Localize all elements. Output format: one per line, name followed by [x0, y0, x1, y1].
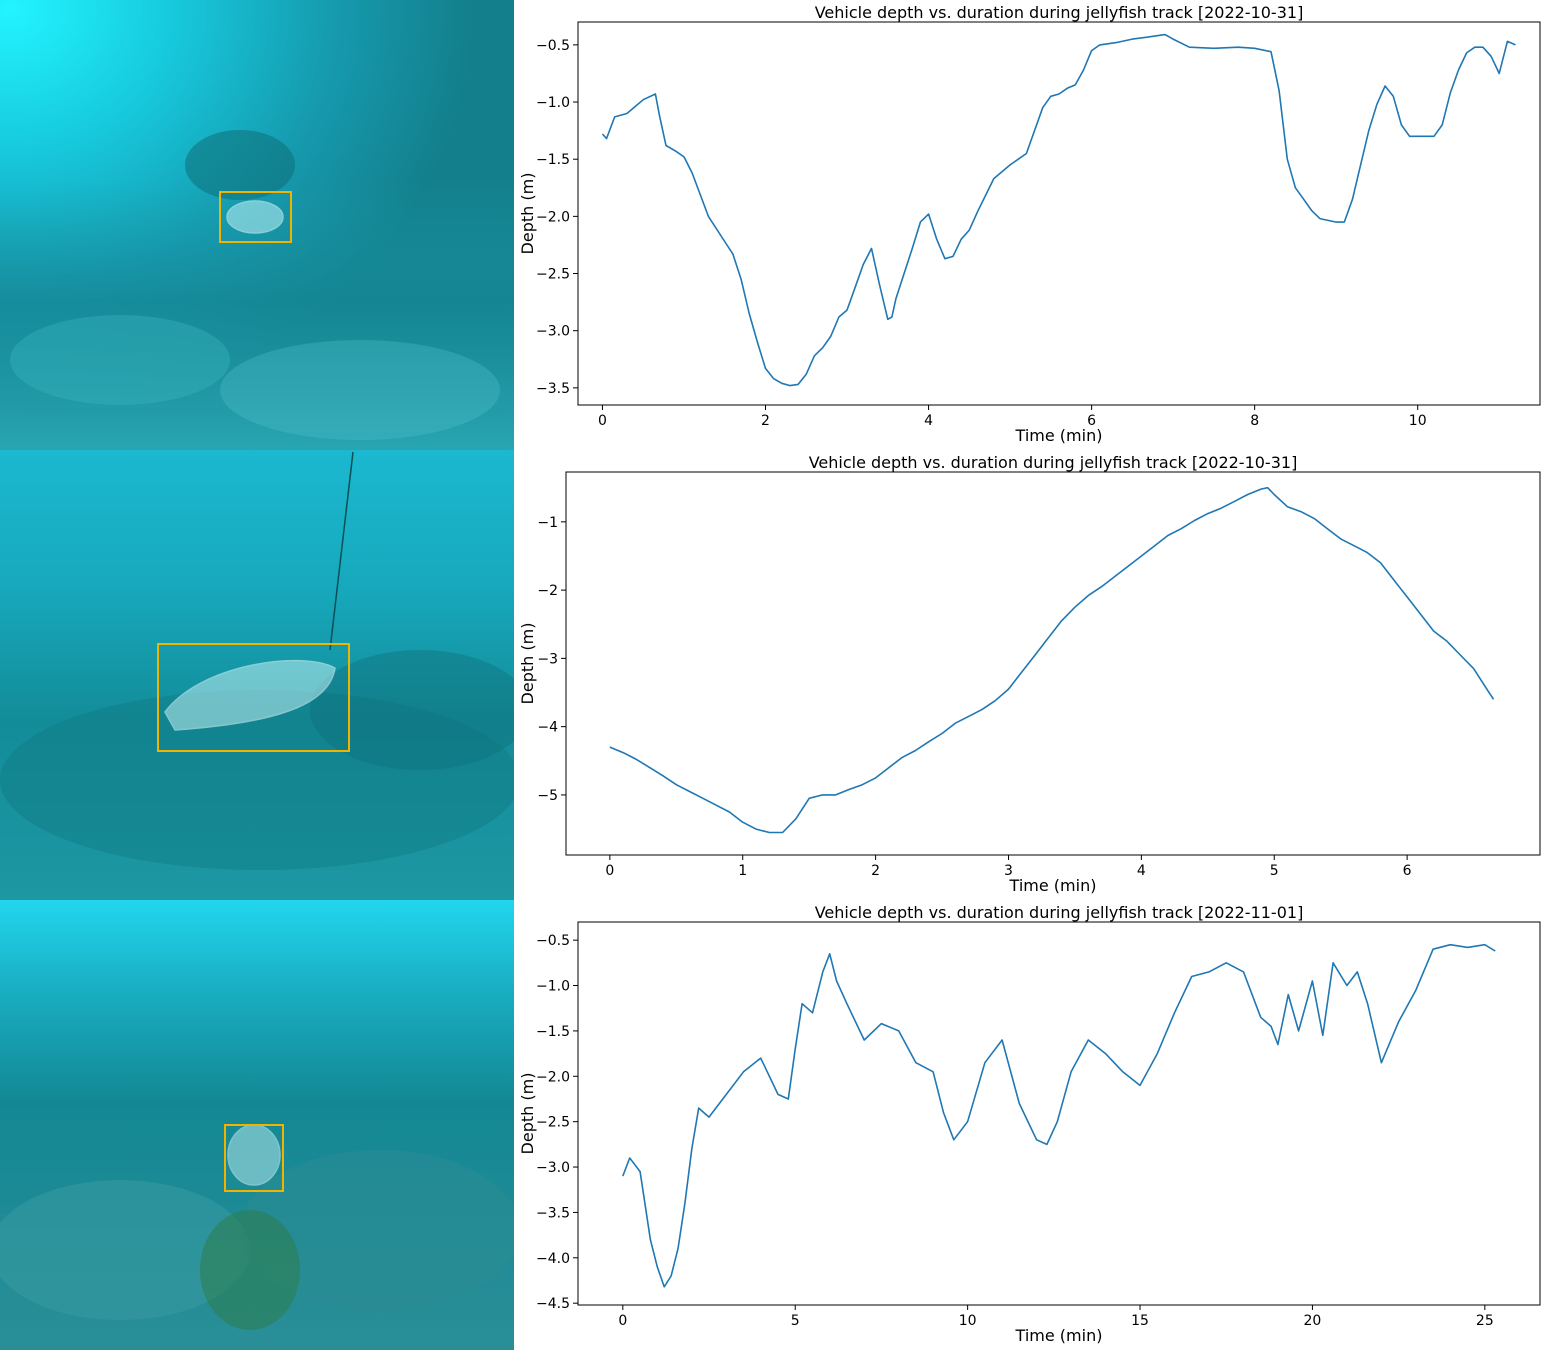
x-axis-label: Time (min) [1015, 426, 1103, 445]
reef-patch [0, 1180, 250, 1320]
plot-frame [577, 21, 1541, 406]
underwater-photo-3 [0, 900, 514, 1350]
jellyfish-icon [164, 659, 336, 731]
x-tick-label: 4 [1137, 863, 1146, 879]
x-tick-label: 10 [1409, 413, 1427, 429]
detection-box [157, 643, 350, 752]
depth-series-line [609, 486, 1495, 834]
x-tick-label: 3 [1004, 863, 1013, 879]
x-axis-label: Time (min) [1009, 876, 1097, 895]
x-tick-label: 0 [598, 413, 607, 429]
y-tick-label: −5 [537, 788, 558, 804]
x-tick-label: 4 [924, 413, 933, 429]
y-axis-label: Depth (m) [518, 623, 537, 705]
tether-line [329, 451, 354, 651]
chart-title: Vehicle depth vs. duration during jellyf… [809, 453, 1298, 472]
y-tick-label: −1.0 [536, 979, 570, 995]
depth-chart-3: Vehicle depth vs. duration during jellyf… [518, 903, 1541, 1345]
x-tick-label: 20 [1304, 1313, 1322, 1329]
x-tick-label: 10 [959, 1313, 977, 1329]
panel-row-2: Vehicle depth vs. duration during jellyf… [0, 450, 1547, 900]
y-tick-label: −2.5 [536, 267, 570, 283]
depth-series-line [601, 33, 1516, 387]
depth-chart-2: Vehicle depth vs. duration during jellyf… [518, 453, 1541, 895]
detection-box [219, 191, 292, 243]
y-axis-label: Depth (m) [518, 1073, 537, 1155]
chart-title: Vehicle depth vs. duration during jellyf… [815, 903, 1304, 922]
y-axis-label: Depth (m) [518, 173, 537, 255]
y-tick-label: −4.0 [536, 1251, 570, 1267]
underwater-photo-2 [0, 450, 514, 900]
x-tick-label: 6 [1403, 863, 1412, 879]
reef-patch [240, 1150, 514, 1310]
y-tick-label: −4.5 [536, 1296, 570, 1312]
chart-title: Vehicle depth vs. duration during jellyf… [815, 3, 1304, 22]
panel-row-1: Vehicle depth vs. duration during jellyf… [0, 0, 1547, 450]
depth-series-line [622, 943, 1496, 1288]
y-tick-label: −1.0 [536, 95, 570, 111]
y-tick-label: −1.5 [536, 152, 570, 168]
panel-row-3: Vehicle depth vs. duration during jellyf… [0, 900, 1547, 1350]
detection-box [224, 1124, 284, 1192]
reef-patch [10, 315, 230, 405]
seaweed [200, 1210, 300, 1330]
y-tick-label: −2.0 [536, 1069, 570, 1085]
y-tick-label: −2.0 [536, 209, 570, 225]
x-tick-label: 5 [1270, 863, 1279, 879]
rock-silhouette [185, 130, 295, 200]
plot-frame [565, 471, 1541, 856]
x-tick-label: 0 [618, 1313, 627, 1329]
x-tick-label: 2 [871, 863, 880, 879]
reef-patch [310, 650, 514, 770]
y-tick-label: −3.5 [536, 381, 570, 397]
reef-patch [0, 690, 514, 870]
x-tick-label: 0 [605, 863, 614, 879]
plot-frame [577, 921, 1541, 1306]
y-tick-label: −2 [537, 583, 558, 599]
y-tick-label: −0.5 [536, 933, 570, 949]
x-tick-label: 15 [1131, 1313, 1149, 1329]
y-tick-label: −3 [537, 651, 558, 667]
y-tick-label: −1 [537, 515, 558, 531]
y-tick-label: −0.5 [536, 38, 570, 54]
y-tick-label: −2.5 [536, 1115, 570, 1131]
depth-chart-1: Vehicle depth vs. duration during jellyf… [518, 3, 1541, 445]
y-tick-label: −3.0 [536, 324, 570, 340]
underwater-photo-1 [0, 0, 514, 450]
x-axis-label: Time (min) [1015, 1326, 1103, 1345]
y-tick-label: −3.5 [536, 1205, 570, 1221]
jellyfish-icon [226, 200, 284, 234]
x-tick-label: 1 [738, 863, 747, 879]
x-tick-label: 5 [791, 1313, 800, 1329]
x-tick-label: 8 [1250, 413, 1259, 429]
jellyfish-icon [227, 1124, 281, 1186]
y-tick-label: −3.0 [536, 1160, 570, 1176]
x-tick-label: 25 [1476, 1313, 1494, 1329]
x-tick-label: 2 [761, 413, 770, 429]
x-tick-label: 6 [1087, 413, 1096, 429]
reef-patch [220, 340, 500, 440]
y-tick-label: −4 [537, 720, 558, 736]
y-tick-label: −1.5 [536, 1024, 570, 1040]
